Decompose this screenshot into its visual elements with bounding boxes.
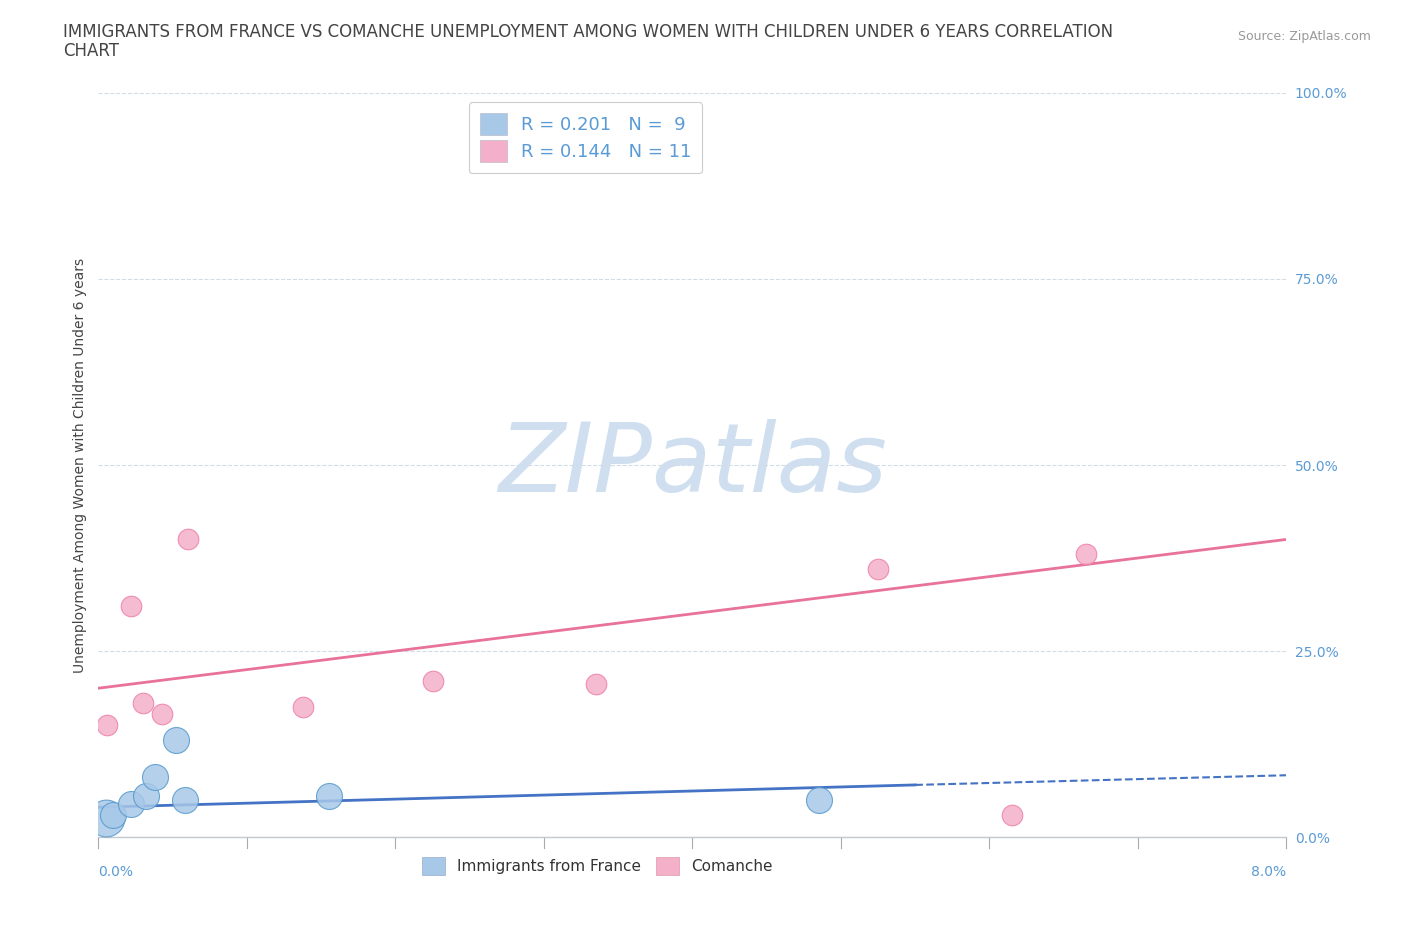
Y-axis label: Unemployment Among Women with Children Under 6 years: Unemployment Among Women with Children U… bbox=[73, 258, 87, 672]
Point bbox=[120, 599, 142, 614]
Point bbox=[96, 718, 118, 733]
Point bbox=[173, 792, 195, 807]
Text: 0.0%: 0.0% bbox=[98, 865, 134, 879]
Point bbox=[150, 707, 173, 722]
Point bbox=[585, 677, 607, 692]
Point bbox=[120, 796, 142, 811]
Text: Source: ZipAtlas.com: Source: ZipAtlas.com bbox=[1237, 30, 1371, 43]
Point bbox=[292, 699, 315, 714]
Text: 8.0%: 8.0% bbox=[1251, 865, 1286, 879]
Point bbox=[807, 792, 830, 807]
Point bbox=[176, 532, 198, 547]
Point bbox=[103, 807, 125, 822]
Point bbox=[165, 733, 187, 748]
Point bbox=[1074, 547, 1097, 562]
Point bbox=[1001, 807, 1024, 822]
Point bbox=[94, 811, 117, 826]
Text: IMMIGRANTS FROM FRANCE VS COMANCHE UNEMPLOYMENT AMONG WOMEN WITH CHILDREN UNDER : IMMIGRANTS FROM FRANCE VS COMANCHE UNEMP… bbox=[63, 23, 1114, 41]
Point bbox=[868, 562, 890, 577]
Point bbox=[422, 673, 444, 688]
Point bbox=[132, 696, 155, 711]
Text: CHART: CHART bbox=[63, 42, 120, 60]
Legend: Immigrants from France, Comanche: Immigrants from France, Comanche bbox=[416, 851, 779, 882]
Text: ZIPatlas: ZIPatlas bbox=[498, 418, 887, 512]
Point bbox=[135, 789, 157, 804]
Point bbox=[318, 789, 340, 804]
Point bbox=[143, 770, 166, 785]
